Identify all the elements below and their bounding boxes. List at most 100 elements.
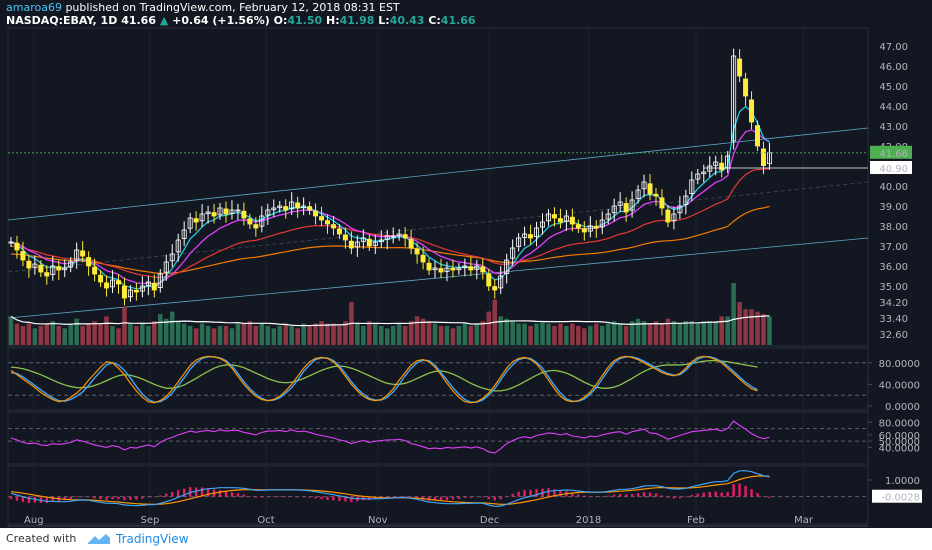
- macd-histogram-bar: [326, 496, 329, 500]
- macd-histogram-bar: [135, 496, 138, 500]
- volume-bar: [20, 325, 26, 345]
- volume-bar: [50, 321, 56, 345]
- candle-body: [193, 218, 199, 223]
- macd-histogram-bar: [403, 496, 407, 497]
- time-axis-tick: Dec: [480, 515, 499, 526]
- price-axis-tick: 47.00: [879, 42, 908, 53]
- stochastic-axis-tick: 0.0000: [885, 402, 920, 413]
- macd-histogram-bar: [618, 493, 622, 497]
- stock-chart[interactable]: 47.0046.0045.0044.0043.0042.0040.0039.00…: [0, 0, 932, 528]
- volume-bar: [593, 323, 599, 345]
- macd-histogram-bar: [332, 496, 335, 501]
- macd-value-tag-label: -0.0028: [881, 493, 920, 504]
- macd-histogram-bar: [451, 496, 455, 500]
- candle-body: [319, 216, 325, 221]
- volume-bar: [522, 323, 527, 345]
- candle-body: [528, 234, 534, 239]
- volume-bar: [265, 325, 271, 345]
- volume-bar: [725, 316, 730, 345]
- macd-histogram-bar: [350, 496, 353, 502]
- candle-body: [749, 99, 755, 123]
- candle-body: [390, 235, 396, 238]
- volume-bar: [444, 325, 450, 345]
- macd-histogram-bar: [254, 496, 258, 498]
- volume-bar: [187, 325, 193, 345]
- volume-bar: [378, 325, 384, 345]
- volume-bar: [193, 328, 199, 345]
- volume-bar: [92, 321, 97, 345]
- macd-histogram-bar: [81, 496, 84, 498]
- macd-histogram-bar: [260, 496, 264, 498]
- macd-histogram-bar: [21, 496, 25, 502]
- candle-body: [438, 268, 444, 273]
- volume-bar: [355, 323, 360, 345]
- author-link[interactable]: amaroa69: [6, 1, 62, 14]
- macd-histogram-bar: [648, 492, 652, 497]
- macd-histogram-bar: [218, 490, 222, 497]
- candle-body: [540, 221, 546, 228]
- macd-histogram-bar: [314, 496, 317, 499]
- candle-body: [755, 125, 761, 147]
- volume-bar: [641, 321, 647, 345]
- volume-bar: [582, 328, 587, 345]
- candle-body: [223, 208, 229, 215]
- volume-bar: [474, 323, 480, 345]
- volume-bar: [271, 328, 277, 345]
- macd-histogram-bar: [433, 496, 437, 501]
- candle-body: [86, 257, 92, 267]
- price-axis-tick: 34.20: [879, 298, 908, 309]
- volume-bar: [277, 325, 283, 345]
- candle-body: [115, 280, 121, 285]
- candle-body: [205, 211, 211, 215]
- volume-bar: [617, 323, 623, 345]
- volume-bar: [390, 325, 396, 345]
- candle-body: [599, 219, 605, 228]
- candle-body: [92, 266, 98, 275]
- macd-histogram-bar: [129, 496, 132, 500]
- candle-body: [474, 265, 480, 270]
- volume-bar: [223, 325, 229, 345]
- macd-histogram-bar: [123, 496, 126, 501]
- macd-histogram-bar: [601, 496, 604, 497]
- macd-histogram-bar: [577, 494, 580, 497]
- macd-histogram-bar: [15, 496, 19, 501]
- candle-body: [372, 241, 378, 246]
- candle-body: [301, 205, 307, 209]
- macd-histogram-bar: [165, 493, 168, 497]
- candle-body: [20, 251, 26, 261]
- tradingview-brand[interactable]: TradingView: [116, 532, 189, 546]
- volume-bar: [528, 325, 533, 345]
- macd-histogram-bar: [302, 496, 305, 498]
- candle-body: [217, 207, 223, 216]
- volume-bar: [181, 323, 187, 345]
- marked-level-tag: [870, 161, 912, 174]
- volume-bar: [701, 321, 707, 345]
- macd-histogram-bar: [117, 496, 120, 500]
- macd-histogram-bar: [571, 492, 574, 497]
- macd-histogram-bar: [636, 493, 640, 497]
- volume-bar: [56, 325, 62, 345]
- volume-bar: [659, 323, 665, 345]
- candle-body: [468, 266, 474, 271]
- candle-body: [557, 218, 563, 223]
- macd-histogram-bar: [517, 491, 520, 497]
- candle-body: [14, 242, 20, 251]
- macd-histogram-bar: [589, 496, 592, 497]
- candle-body: [522, 233, 528, 238]
- volume-bar: [325, 323, 330, 345]
- macd-histogram-bar: [9, 496, 13, 500]
- volume-bar: [438, 325, 444, 345]
- candle-body: [360, 237, 366, 242]
- macd-histogram-bar: [553, 489, 556, 497]
- macd-histogram-bar: [732, 484, 735, 497]
- macd-histogram-bar: [595, 496, 598, 498]
- volume-bar: [313, 323, 318, 345]
- macd-histogram-bar: [272, 496, 275, 498]
- macd-histogram-bar: [624, 494, 628, 497]
- volume-bar: [331, 323, 336, 345]
- volume-bar: [259, 323, 265, 345]
- close-label: C:: [428, 14, 441, 27]
- candle-body: [498, 275, 504, 289]
- macd-histogram-bar: [386, 496, 389, 498]
- volume-bar: [456, 325, 462, 345]
